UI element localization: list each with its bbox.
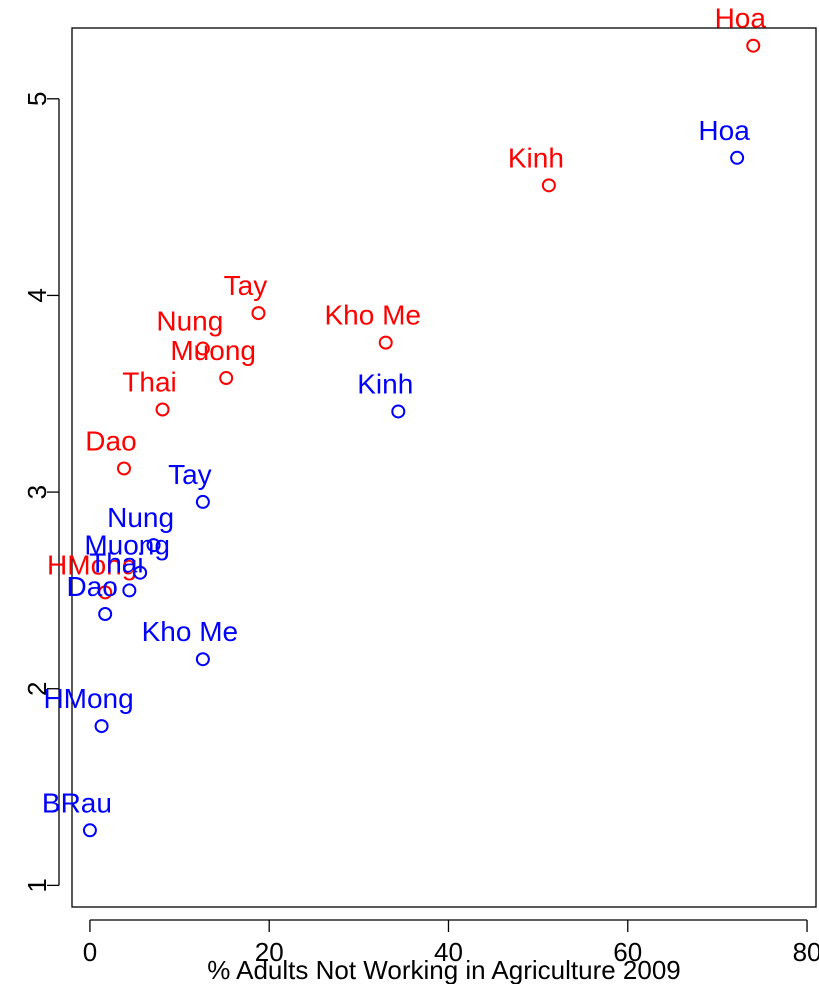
y-tick-label: 5 [22, 92, 52, 106]
data-point-label: Dao [66, 571, 117, 602]
y-tick-label: 2 [22, 681, 52, 695]
data-point-label: Kho Me [142, 616, 239, 647]
data-point [746, 38, 761, 53]
data-point [98, 585, 113, 600]
data-point-label: Kinh [357, 368, 413, 399]
data-point [541, 178, 556, 193]
plot-frame [71, 27, 817, 908]
y-axis: 1 2 3 4 5 [22, 92, 60, 893]
data-point [391, 404, 406, 419]
x-tick-label: 80 [793, 937, 819, 967]
x-tick-label: 60 [613, 937, 642, 967]
y-tick-label: 3 [22, 485, 52, 499]
data-point [195, 652, 210, 667]
data-point-label: Dao [85, 425, 136, 456]
data-point [730, 150, 745, 165]
data-point-label: Nung [107, 502, 174, 533]
y-tick-label: 1 [22, 878, 52, 892]
data-point [251, 306, 266, 321]
data-point-label: Tay [168, 459, 212, 490]
x-tick-label: 0 [83, 937, 97, 967]
data-point-label: Thai [122, 366, 176, 397]
data-point-label: Kinh [508, 142, 564, 173]
data-point-label: Thai [89, 547, 143, 578]
data-point-label: Nung [156, 306, 223, 337]
data-point [116, 461, 131, 476]
data-point-label: HMong [43, 683, 133, 714]
data-point-label: BRau [42, 787, 112, 818]
data-point-label: Muong [84, 530, 170, 561]
x-axis: 0 20 40 60 80 [83, 919, 819, 967]
data-point [82, 823, 97, 838]
data-point-label: HMong [47, 549, 137, 580]
data-point-label: Hoa [715, 3, 767, 34]
data-point [146, 538, 161, 553]
data-point [195, 494, 210, 509]
data-point-label: Muong [170, 335, 256, 366]
data-point [133, 565, 148, 580]
data-point-label: Hoa [698, 115, 750, 146]
data-point [122, 583, 137, 598]
x-tick-label: 20 [255, 937, 284, 967]
data-point [195, 341, 210, 356]
data-point-label: Kho Me [324, 300, 421, 331]
data-point [378, 335, 393, 350]
y-tick-label: 4 [22, 288, 52, 302]
x-tick-label: 40 [434, 937, 463, 967]
data-point [98, 607, 113, 621]
data-point [219, 371, 234, 386]
data-point [94, 719, 109, 734]
data-point-label: Tay [224, 270, 268, 301]
data-point [155, 402, 170, 417]
x-axis-label: % Adults Not Working in Agriculture 2009 [207, 955, 681, 984]
